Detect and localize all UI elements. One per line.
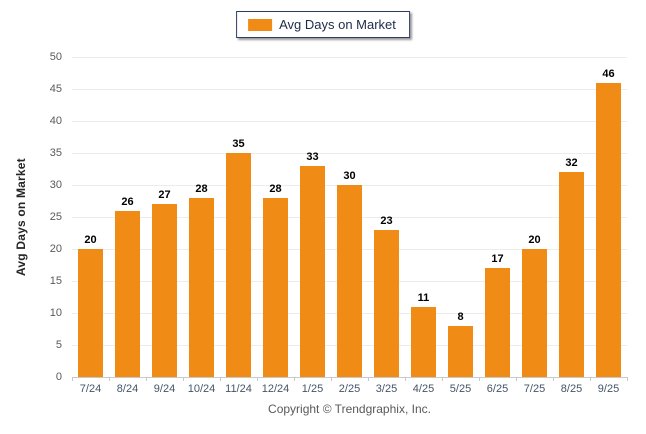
- y-axis-tick-label: 0: [55, 371, 62, 383]
- bar: [337, 185, 362, 377]
- x-axis-tick-label: 4/25: [412, 383, 435, 395]
- x-axis-tick-mark: [294, 377, 295, 381]
- x-axis-tick-mark: [183, 377, 184, 381]
- x-axis-tick-label: 6/25: [486, 383, 509, 395]
- y-axis-tick-label: 25: [49, 211, 62, 223]
- bar-value-label: 20: [528, 234, 541, 246]
- bar: [226, 153, 251, 377]
- bar: [596, 82, 621, 377]
- y-axis-tick-label: 5: [55, 339, 62, 351]
- legend-label: Avg Days on Market: [279, 17, 396, 32]
- x-axis-tick-mark: [72, 377, 73, 381]
- x-axis-tick-label: 2/25: [338, 383, 361, 395]
- bar-value-label: 26: [121, 195, 134, 208]
- bar-value-label: 23: [380, 214, 393, 227]
- x-axis-tick-mark: [627, 377, 628, 381]
- bar: [559, 172, 584, 377]
- x-axis-tick-label: 7/25: [523, 383, 546, 395]
- x-axis-tick-mark: [220, 377, 221, 381]
- bar-value-label: 11: [417, 291, 430, 304]
- bar-value-label: 32: [565, 157, 578, 170]
- x-axis-tick-label: 1/25: [301, 383, 324, 395]
- bar-value-label: 46: [602, 67, 615, 80]
- y-axis-tick-label: 15: [49, 275, 62, 287]
- bar-value-label: 17: [491, 253, 504, 266]
- gridline: [72, 57, 627, 58]
- x-axis-tick-label: 10/24: [187, 383, 216, 395]
- bar-value-label: 27: [158, 189, 171, 202]
- bar-value-label: 33: [306, 150, 319, 163]
- bar: [189, 197, 214, 377]
- x-axis-tick-label: 5/25: [449, 383, 472, 395]
- x-axis-tick-mark: [257, 377, 258, 381]
- bar: [411, 306, 436, 377]
- x-axis-tick-mark: [479, 377, 480, 381]
- x-axis-tick-mark: [590, 377, 591, 381]
- y-axis-tick-label: 50: [49, 51, 62, 63]
- y-axis-tick-label: 45: [49, 83, 62, 95]
- y-axis-tick-label: 30: [49, 179, 62, 191]
- bar: [115, 210, 140, 377]
- x-axis-tick-mark: [109, 377, 110, 381]
- bar: [485, 268, 510, 377]
- x-axis-tick-label: 8/25: [560, 383, 583, 395]
- bar-value-label: 28: [269, 182, 282, 195]
- bar-value-label: 30: [343, 170, 356, 182]
- bar: [152, 204, 177, 377]
- plot-area: 0 5 10 15 20 25 30 35 40 45 50 20 7/24 26 8/24 27 9/24 28…: [50, 51, 628, 395]
- bar-value-label: 35: [232, 138, 245, 150]
- x-axis-tick-label: 9/24: [153, 383, 176, 395]
- x-axis-tick-mark: [146, 377, 147, 381]
- bar: [300, 165, 325, 377]
- gridline: [72, 89, 627, 90]
- x-axis-tick-mark: [553, 377, 554, 381]
- bar-value-label: 8: [457, 310, 464, 323]
- x-axis-tick-label: 3/25: [375, 383, 398, 395]
- copyright-text: Copyright © Trendgraphix, Inc.: [268, 402, 431, 416]
- x-axis-tick-label: 9/25: [597, 383, 620, 395]
- bar: [522, 249, 547, 377]
- bar: [263, 197, 288, 377]
- x-axis-tick-mark: [331, 377, 332, 381]
- x-axis-tick-label: 11/24: [225, 383, 252, 395]
- x-axis-tick-mark: [368, 377, 369, 381]
- bar: [78, 249, 103, 377]
- x-axis-tick-label: 8/24: [116, 383, 139, 395]
- y-axis-tick-label: 35: [49, 147, 62, 159]
- legend-swatch: [248, 18, 273, 31]
- y-axis-tick-label: 10: [49, 307, 62, 319]
- gridline: [72, 153, 627, 154]
- x-axis-tick-mark: [516, 377, 517, 381]
- bar: [448, 325, 473, 377]
- x-axis-tick-label: 7/24: [79, 383, 102, 395]
- y-axis-tick-label: 40: [49, 115, 62, 127]
- x-axis-tick-mark: [405, 377, 406, 381]
- gridline: [72, 121, 627, 122]
- legend: Avg Days on Market: [236, 11, 410, 38]
- y-axis-tick-label: 20: [49, 243, 62, 255]
- x-axis-tick-label: 12/24: [261, 383, 290, 395]
- bar: [374, 229, 399, 377]
- bar-value-label: 28: [195, 182, 208, 195]
- bar-value-label: 20: [84, 234, 97, 246]
- x-axis-tick-mark: [442, 377, 443, 381]
